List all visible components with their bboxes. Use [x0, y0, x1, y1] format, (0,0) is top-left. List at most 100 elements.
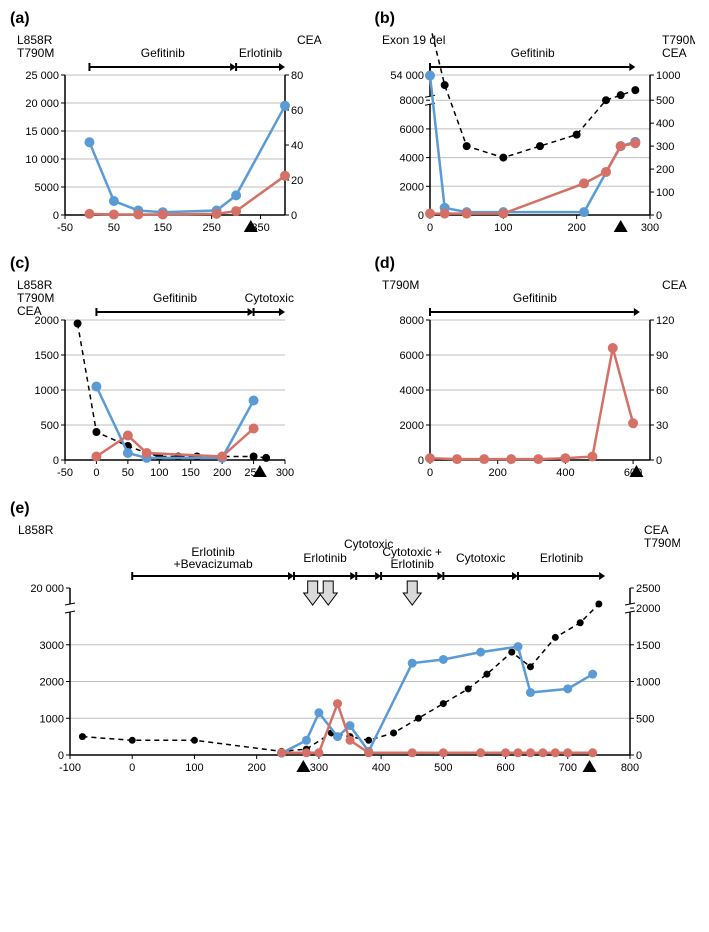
svg-text:100: 100 — [150, 467, 168, 479]
svg-text:Gefitinib: Gefitinib — [153, 291, 197, 305]
svg-text:0: 0 — [426, 467, 432, 479]
chart-e: 010002000300020 00005001000150020002500-… — [10, 520, 680, 780]
svg-text:6000: 6000 — [399, 350, 423, 362]
svg-text:800: 800 — [621, 762, 639, 774]
svg-text:4000: 4000 — [399, 385, 423, 397]
svg-text:T790M: T790M — [662, 33, 695, 47]
svg-text:Erlotinib: Erlotinib — [540, 551, 584, 565]
svg-text:1000: 1000 — [40, 713, 64, 725]
svg-text:Cytotoxic: Cytotoxic — [456, 551, 505, 565]
svg-text:0: 0 — [129, 762, 135, 774]
svg-text:300: 300 — [640, 222, 658, 234]
svg-text:80: 80 — [291, 70, 303, 82]
svg-text:CEA: CEA — [662, 46, 687, 60]
svg-text:-50: -50 — [57, 467, 73, 479]
svg-text:300: 300 — [656, 141, 674, 153]
panel-a-label: (a) — [10, 10, 355, 28]
svg-text:Cytotoxic: Cytotoxic — [245, 291, 294, 305]
svg-text:-100: -100 — [59, 762, 81, 774]
svg-text:Gefitinib: Gefitinib — [512, 291, 556, 305]
panel-a: (a) 0500010 00015 00020 00025 0000204060… — [10, 10, 355, 245]
svg-text:54 000: 54 000 — [390, 70, 424, 82]
panel-b-label: (b) — [375, 10, 709, 28]
svg-text:1000: 1000 — [636, 677, 660, 689]
panel-d-label: (d) — [375, 255, 709, 273]
svg-text:25 000: 25 000 — [25, 70, 59, 82]
svg-text:T790M: T790M — [17, 46, 54, 60]
svg-text:0: 0 — [58, 750, 64, 762]
svg-text:4000: 4000 — [399, 153, 423, 165]
svg-text:L858R: L858R — [17, 278, 53, 292]
svg-text:T790M: T790M — [17, 291, 54, 305]
svg-text:2500: 2500 — [636, 583, 660, 595]
svg-text:150: 150 — [154, 222, 172, 234]
svg-text:T790M: T790M — [644, 536, 680, 550]
svg-text:8000: 8000 — [399, 315, 423, 327]
svg-text:50: 50 — [108, 222, 120, 234]
svg-text:0: 0 — [417, 210, 423, 222]
svg-text:6000: 6000 — [399, 124, 423, 136]
svg-text:CEA: CEA — [17, 304, 42, 318]
svg-text:15 000: 15 000 — [25, 126, 59, 138]
svg-text:60: 60 — [656, 385, 668, 397]
panel-b: (b) 0 2000 4000 6000 8000 54 000 0 100 200 300 400… — [375, 10, 709, 245]
svg-text:L858R: L858R — [18, 523, 54, 537]
svg-text:0: 0 — [291, 210, 297, 222]
svg-text:CEA: CEA — [662, 278, 687, 292]
svg-text:2000: 2000 — [636, 603, 660, 615]
chart-b: 0 2000 4000 6000 8000 54 000 0 100 200 300 400 500 1… — [375, 30, 695, 240]
svg-text:3000: 3000 — [40, 640, 64, 652]
svg-text:CEA: CEA — [297, 33, 322, 47]
svg-text:1000: 1000 — [35, 385, 59, 397]
svg-text:60: 60 — [291, 105, 303, 117]
svg-text:500: 500 — [656, 95, 674, 107]
svg-text:50: 50 — [122, 467, 134, 479]
svg-text:1500: 1500 — [636, 640, 660, 652]
panel-c: (c) 0500100015002000-5005010015020025030… — [10, 255, 355, 490]
svg-text:0: 0 — [636, 750, 642, 762]
svg-text:Erlotinib: Erlotinib — [391, 557, 435, 571]
svg-text:300: 300 — [276, 467, 294, 479]
svg-text:CEA: CEA — [644, 523, 669, 537]
svg-text:700: 700 — [559, 762, 577, 774]
svg-text:20 000: 20 000 — [30, 583, 64, 595]
svg-text:0: 0 — [93, 467, 99, 479]
chart-c: 0500100015002000-50050100150200250300L85… — [10, 275, 330, 485]
svg-text:200: 200 — [213, 467, 231, 479]
svg-text:200: 200 — [656, 164, 674, 176]
svg-text:500: 500 — [41, 420, 59, 432]
chart-a: 0500010 00015 00020 00025 000020406080-5… — [10, 30, 330, 240]
svg-text:400: 400 — [656, 118, 674, 130]
svg-text:2000: 2000 — [399, 181, 423, 193]
svg-text:100: 100 — [656, 187, 674, 199]
panel-c-label: (c) — [10, 255, 355, 273]
svg-text:1500: 1500 — [35, 350, 59, 362]
svg-text:500: 500 — [434, 762, 452, 774]
svg-text:600: 600 — [496, 762, 514, 774]
svg-text:0: 0 — [53, 455, 59, 467]
svg-text:20 000: 20 000 — [25, 98, 59, 110]
svg-text:8000: 8000 — [399, 95, 423, 107]
svg-text:-50: -50 — [57, 222, 73, 234]
svg-text:Gefitinib: Gefitinib — [510, 46, 554, 60]
svg-text:10 000: 10 000 — [25, 154, 59, 166]
svg-text:T790M: T790M — [382, 278, 419, 292]
svg-text:0: 0 — [53, 210, 59, 222]
svg-text:Exon 19 del: Exon 19 del — [382, 33, 445, 47]
svg-text:0: 0 — [426, 222, 432, 234]
svg-text:200: 200 — [247, 762, 265, 774]
svg-text:L858R: L858R — [17, 33, 53, 47]
figure-grid: (a) 0500010 00015 00020 00025 0000204060… — [10, 10, 709, 785]
svg-text:120: 120 — [656, 315, 674, 327]
svg-text:20: 20 — [291, 175, 303, 187]
svg-text:100: 100 — [185, 762, 203, 774]
svg-text:400: 400 — [372, 762, 390, 774]
svg-text:40: 40 — [291, 140, 303, 152]
chart-d: 0200040006000800003060901200200400600T79… — [375, 275, 695, 485]
svg-text:1000: 1000 — [656, 70, 680, 82]
svg-text:200: 200 — [488, 467, 506, 479]
panel-e-label: (e) — [10, 500, 709, 518]
svg-text:2000: 2000 — [40, 677, 64, 689]
svg-text:250: 250 — [202, 222, 220, 234]
svg-text:30: 30 — [656, 420, 668, 432]
